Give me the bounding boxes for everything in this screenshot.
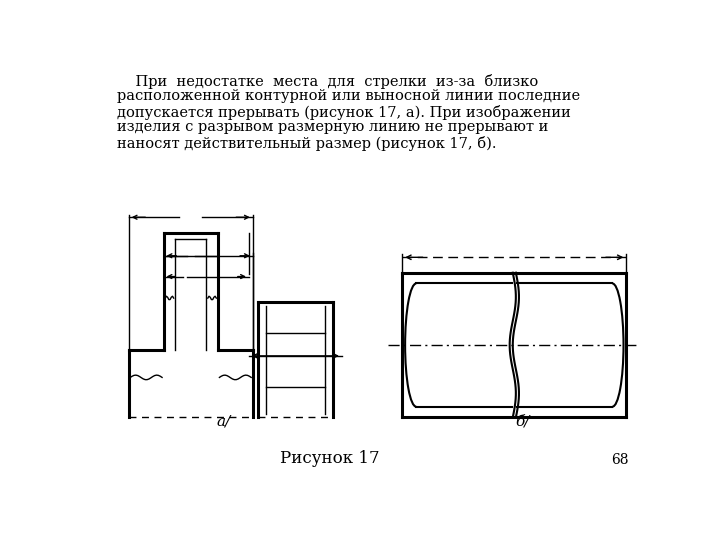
Text: изделия с разрывом размерную линию не прерывают и: изделия с разрывом размерную линию не пр… [117,120,549,134]
Text: При  недостатке  места  для  стрелки  из-за  близко: При недостатке места для стрелки из-за б… [117,74,539,89]
Text: наносят действительный размер (рисунок 17, б).: наносят действительный размер (рисунок 1… [117,136,497,151]
Text: расположенной контурной или выносной линии последние: расположенной контурной или выносной лин… [117,90,580,104]
Text: б/: б/ [516,414,530,428]
Text: допускается прерывать (рисунок 17, а). При изображении: допускается прерывать (рисунок 17, а). П… [117,105,571,120]
Text: Рисунок 17: Рисунок 17 [280,450,380,467]
Text: 68: 68 [611,453,629,467]
Text: а/: а/ [216,414,230,428]
